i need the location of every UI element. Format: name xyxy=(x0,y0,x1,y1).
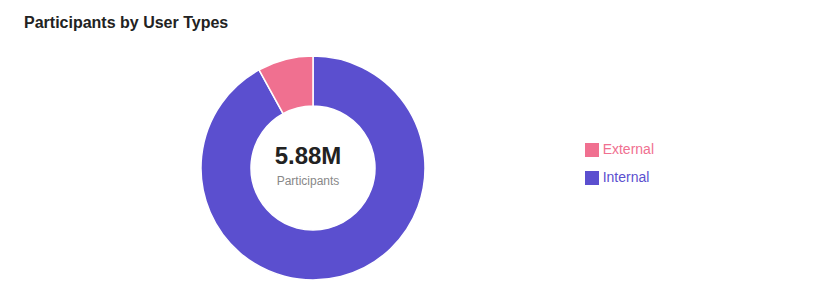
svg-text:5.88M: 5.88M xyxy=(275,142,342,169)
html-text:Participants by User Types: Participants by User Types xyxy=(24,14,229,31)
html-text:Internal: Internal xyxy=(602,169,650,185)
svg-text:Participants: Participants xyxy=(277,174,340,188)
html-text:External: External xyxy=(602,141,654,157)
